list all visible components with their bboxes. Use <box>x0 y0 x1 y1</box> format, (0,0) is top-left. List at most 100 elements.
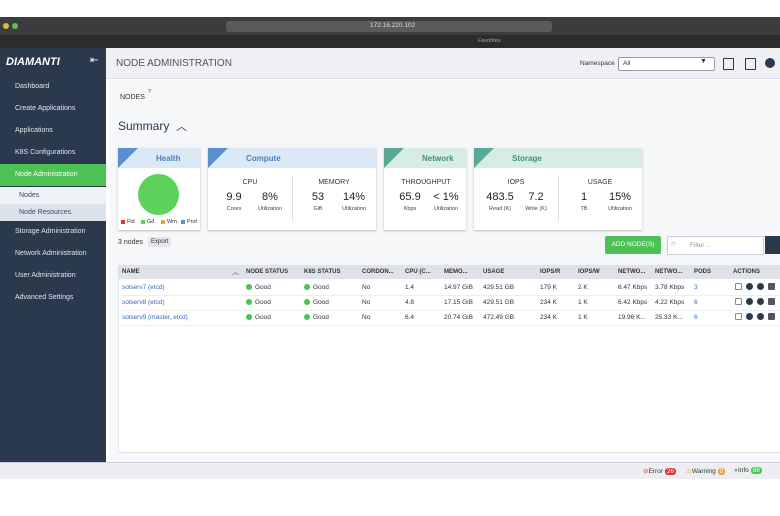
column-header[interactable]: NODE STATUS <box>246 269 289 275</box>
stat-group-label: THROUGHPUT <box>401 179 451 186</box>
export-button[interactable]: Export <box>148 237 172 247</box>
action-icon[interactable] <box>735 313 742 320</box>
action-icon[interactable] <box>746 283 753 290</box>
stat-value: 15% <box>608 191 632 203</box>
stat-value: 9.9 <box>226 191 242 203</box>
table-cell[interactable]: 6 <box>694 299 698 306</box>
nav-item[interactable]: Advanced Settings <box>15 294 74 301</box>
warning-label[interactable]: ⚠Warning 0 <box>686 468 726 475</box>
column-header[interactable]: USAGE <box>483 269 505 275</box>
column-header[interactable]: NAME <box>122 269 140 275</box>
table-cell: 472.49 GB <box>483 314 515 321</box>
node-name-link[interactable]: solserv9 (master, etcd) <box>122 314 188 321</box>
bookmarks-bar <box>0 35 780 48</box>
card-corner <box>118 148 138 168</box>
table-cell: 20.74 GiB <box>444 314 473 321</box>
compute-card: Compute CPU 9.9 Cores 8% Utilization MEMORY 53… <box>208 148 376 230</box>
columns-button[interactable] <box>765 236 780 254</box>
nav-item[interactable]: Applications <box>15 127 53 134</box>
stat-group-label: CPU <box>242 179 258 186</box>
stat-value: 53 <box>311 191 325 203</box>
column-header[interactable]: PODS <box>694 269 712 275</box>
nav-subitem[interactable]: Nodes <box>0 187 106 204</box>
warning-count: 0 <box>717 468 726 475</box>
info-label[interactable]: ●Info 88 <box>734 467 762 474</box>
table-row <box>118 295 780 311</box>
error-label[interactable]: ⊘Error 26 <box>643 468 676 475</box>
legend-label: Gd <box>147 219 155 225</box>
nav-subitem[interactable]: Node Resources <box>0 204 106 221</box>
column-header[interactable]: ACTIONS <box>733 269 760 275</box>
action-icon[interactable] <box>735 283 742 290</box>
address-bar[interactable] <box>226 21 552 32</box>
collapse-caret[interactable]: ︿ <box>176 121 187 133</box>
table-cell: Good <box>255 299 271 306</box>
table-cell: 6.47 Kbps <box>618 284 648 291</box>
window-button[interactable] <box>12 23 18 29</box>
health-pie <box>138 174 179 215</box>
action-icon[interactable] <box>757 298 764 305</box>
action-icon[interactable] <box>757 313 764 320</box>
namespace-select[interactable] <box>618 57 715 71</box>
error-text: Error <box>648 468 663 475</box>
card-title: Compute <box>246 154 281 163</box>
status-check <box>304 314 310 320</box>
table-cell: No <box>362 314 371 321</box>
stat-value: 483.5 <box>486 191 514 203</box>
column-header[interactable]: NETWO... <box>655 269 683 275</box>
column-header[interactable]: K8S STATUS <box>304 269 341 275</box>
column-header[interactable]: MEMO... <box>444 269 468 275</box>
stat-unit: TB <box>580 206 588 212</box>
nav-item[interactable]: K8S Configurations <box>15 149 76 156</box>
nav-item[interactable]: Storage Administration <box>15 228 86 235</box>
action-icon[interactable] <box>768 298 775 305</box>
stat-value: 1 <box>580 191 588 203</box>
notifications-icon[interactable] <box>723 58 734 70</box>
card-header <box>474 148 642 168</box>
legend-swatch <box>141 220 145 224</box>
stat-value: 7.2 <box>528 191 544 203</box>
card-header <box>118 148 200 168</box>
column-header[interactable]: NETWO... <box>618 269 646 275</box>
user-icon[interactable] <box>765 58 775 68</box>
table-cell[interactable]: 3 <box>694 284 698 291</box>
nav-item[interactable]: Network Administration <box>15 250 87 257</box>
action-icon[interactable] <box>757 283 764 290</box>
legend-swatch <box>161 220 165 224</box>
help-icon[interactable] <box>745 58 756 70</box>
divider <box>292 175 293 221</box>
node-count: 3 nodes <box>118 239 143 246</box>
column-header[interactable]: IOPS/R <box>540 269 561 275</box>
column-header[interactable]: IOPS/W <box>578 269 600 275</box>
add-node-button[interactable]: ADD NODE(S) <box>605 236 661 254</box>
legend-label: Pnd <box>187 219 197 225</box>
table-cell: 1.4 <box>405 284 415 291</box>
sort-caret: ︿ <box>232 269 239 276</box>
action-icon[interactable] <box>768 283 775 290</box>
table-cell: Good <box>313 314 329 321</box>
node-name-link[interactable]: solserv7 (etcd) <box>122 284 165 291</box>
table-cell: 14.97 GiB <box>444 284 473 291</box>
action-icon[interactable] <box>735 298 742 305</box>
table-cell: 429.51 GB <box>483 299 515 306</box>
filter-input[interactable] <box>667 236 764 255</box>
window-button[interactable] <box>3 23 9 29</box>
table-cell[interactable]: 6 <box>694 314 698 321</box>
column-header[interactable]: CORDON... <box>362 269 394 275</box>
action-icon[interactable] <box>746 313 753 320</box>
help-marker[interactable]: ? <box>148 89 152 95</box>
url: 172.16.220.102 <box>370 22 416 29</box>
node-name-link[interactable]: solserv8 (etcd) <box>122 299 165 306</box>
table-cell: Good <box>313 299 329 306</box>
column-header[interactable]: CPU (C... <box>405 269 431 275</box>
collapse-icon[interactable]: ⇤ <box>90 55 99 66</box>
card-corner <box>474 148 494 168</box>
nav-item[interactable]: Node Administration <box>0 164 106 186</box>
legend-label: Fld <box>127 219 135 225</box>
action-icon[interactable] <box>768 313 775 320</box>
stat-unit: Utilization <box>608 206 632 212</box>
nav-item[interactable]: Create Applications <box>15 105 76 112</box>
nav-item[interactable]: User Administration <box>15 272 76 279</box>
nav-item[interactable]: Dashboard <box>15 83 50 90</box>
action-icon[interactable] <box>746 298 753 305</box>
